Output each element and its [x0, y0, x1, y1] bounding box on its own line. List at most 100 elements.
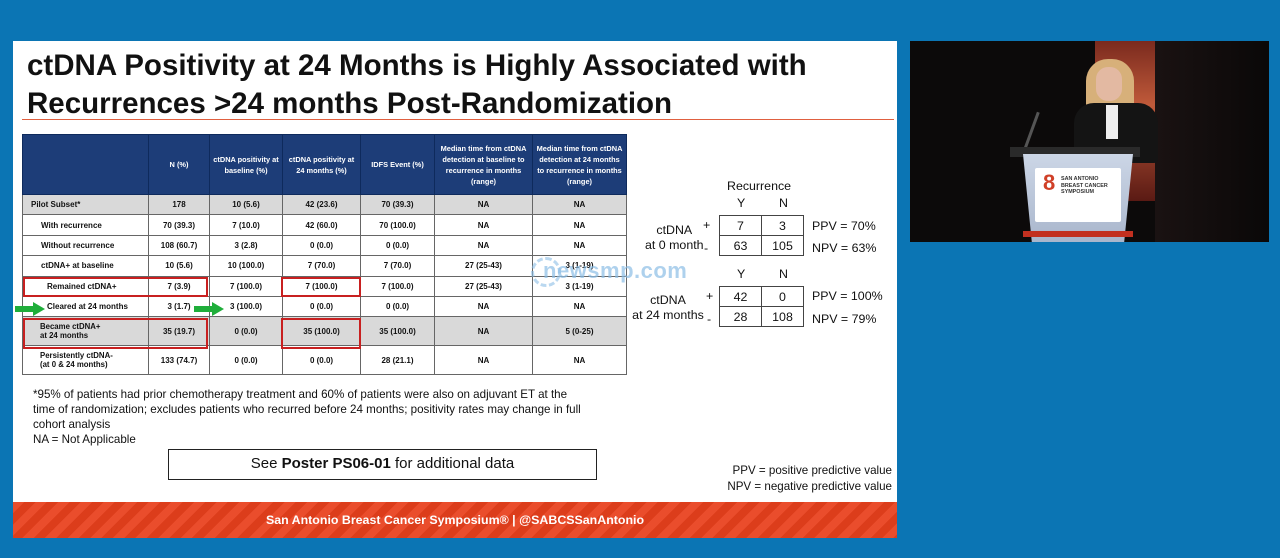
table-row: Became ctDNA+ at 24 months 35 (19.7) 0 (… [22, 316, 627, 347]
table-header-row: N (%) ctDNA positivity at baseline (%) c… [22, 134, 627, 195]
table-row: Persistently ctDNA- (at 0 & 24 months) 1… [22, 345, 627, 376]
table-cell: 0 (0.0) [282, 295, 361, 318]
podium-stripe [1023, 231, 1133, 237]
table-cell: 108 (60.7) [148, 234, 210, 257]
baseline-ppv: PPV = 70% [812, 219, 876, 233]
table-cell: 0 [761, 286, 804, 307]
row-label: Remained ctDNA+ [22, 275, 149, 297]
table-cell: NA [434, 193, 533, 216]
watermark-text: newsmp.com [543, 258, 688, 283]
table-cell: NA [434, 234, 533, 257]
slide-title-line-2: Recurrences >24 months Post-Randomizatio… [27, 87, 673, 120]
row-label: Persistently ctDNA- (at 0 & 24 months) [22, 345, 149, 376]
row-label: Became ctDNA+ at 24 months [22, 316, 149, 347]
table-header-cell: IDFS Event (%) [360, 134, 435, 195]
row-label-line: Became ctDNA+ [40, 322, 101, 332]
table-cell: 35 (19.7) [148, 316, 210, 347]
table-row: Cleared at 24 months 3 (1.7) 3 (100.0) 0… [22, 295, 627, 318]
table-cell: 0 (0.0) [209, 345, 283, 376]
table-cell: NA [434, 345, 533, 376]
m24-npv: NPV = 79% [812, 312, 877, 326]
table-cell: 63 [719, 235, 762, 256]
results-table: N (%) ctDNA positivity at baseline (%) c… [22, 134, 627, 376]
table-cell: 42 [719, 286, 762, 307]
table-cell: NA [434, 316, 533, 347]
abbreviation-legend: PPV = positive predictive value NPV = ne… [727, 463, 892, 495]
poster-id: Poster PS06-01 [281, 455, 391, 472]
table-cell: 7 (100.0) [360, 275, 435, 297]
title-divider [22, 119, 894, 120]
table-row: 7 3 [719, 215, 804, 236]
slide-title: ctDNA Positivity at 24 Months is Highly … [27, 47, 887, 123]
table-cell: 10 (5.6) [209, 193, 283, 216]
footnote-line: NA = Not Applicable [33, 433, 136, 446]
npv-definition: NPV = negative predictive value [727, 480, 892, 493]
table-cell: NA [532, 234, 627, 257]
baseline-contingency-table: 7 3 63 105 [719, 215, 804, 256]
podium-top [1010, 147, 1140, 157]
table-cell: 7 (70.0) [360, 255, 435, 277]
row-label-line: (at 0 & 24 months) [40, 360, 108, 370]
speaker-face [1096, 67, 1122, 101]
poster-callout: See Poster PS06-01 for additional data [168, 449, 597, 480]
table-cell: 7 [719, 215, 762, 236]
table-row: 42 0 [719, 286, 804, 307]
presentation-slide: ctDNA Positivity at 24 Months is Highly … [13, 41, 897, 538]
row-label: Without recurrence [22, 234, 149, 257]
footnote-line: *95% of patients had prior chemotherapy … [33, 388, 568, 401]
table-cell: 70 (39.3) [360, 193, 435, 216]
table-row: Without recurrence 108 (60.7) 3 (2.8) 0 … [22, 234, 627, 257]
table-cell: 7 (100.0) [282, 275, 361, 297]
table-cell: 42 (60.0) [282, 214, 361, 236]
table-header-cell [22, 134, 149, 195]
podium-logo-number: 8 [1043, 170, 1056, 195]
table-cell: 27 (25-43) [434, 275, 533, 297]
table-cell: NA [434, 214, 533, 236]
speaker-video-inset: 8 SAN ANTONIO BREAST CANCER SYMPOSIUM [910, 41, 1269, 242]
footnote-line: cohort analysis [33, 418, 111, 431]
footer-text: San Antonio Breast Cancer Symposium® | @… [265, 513, 645, 527]
table-row: Pilot Subset* 178 10 (5.6) 42 (23.6) 70 … [22, 193, 627, 216]
table-row: With recurrence 70 (39.3) 7 (10.0) 42 (6… [22, 214, 627, 236]
table-header-cell: ctDNA positivity at baseline (%) [209, 134, 283, 195]
table-cell: 5 (0-25) [532, 316, 627, 347]
podium-logo: 8 SAN ANTONIO BREAST CANCER SYMPOSIUM [1035, 168, 1121, 222]
table-cell: 108 [761, 306, 804, 327]
table-cell: 10 (5.6) [148, 255, 210, 277]
table-cell: 42 (23.6) [282, 193, 361, 216]
conference-footer: San Antonio Breast Cancer Symposium® | @… [13, 502, 897, 538]
table-cell: 28 [719, 306, 762, 327]
table-cell: 70 (100.0) [360, 214, 435, 236]
table-cell: 133 (74.7) [148, 345, 210, 376]
table-cell: 0 (0.0) [360, 295, 435, 318]
table-header-cell: Median time from ctDNA detection at base… [434, 134, 533, 195]
table-cell: 0 (0.0) [282, 234, 361, 257]
table-cell: 35 (100.0) [282, 316, 361, 347]
green-arrow-icon [15, 302, 45, 316]
table-cell: NA [532, 193, 627, 216]
table-cell: NA [532, 214, 627, 236]
ppv-definition: PPV = positive predictive value [732, 464, 893, 477]
table-cell: 105 [761, 235, 804, 256]
m24-label-line: at 24 months [632, 308, 704, 322]
footnote: *95% of patients had prior chemotherapy … [33, 387, 623, 447]
m24-contingency-table: 42 0 28 108 [719, 286, 804, 327]
column-y-label: Y [737, 267, 746, 281]
baseline-row-label: ctDNA at 0 month [645, 223, 704, 253]
table-cell: 28 (21.1) [360, 345, 435, 376]
baseline-minus: - [704, 241, 709, 255]
table-cell: 3 (2.8) [209, 234, 283, 257]
table-cell: NA [532, 295, 627, 318]
table-cell: 7 (70.0) [282, 255, 361, 277]
table-cell: 0 (0.0) [360, 234, 435, 257]
green-arrow-icon [194, 302, 224, 316]
baseline-plus: + [703, 218, 711, 232]
table-cell: 27 (25-43) [434, 255, 533, 277]
baseline-label-line: at 0 month [645, 238, 704, 252]
podium-logo-text: SAN ANTONIO BREAST CANCER SYMPOSIUM [1061, 176, 1108, 195]
baseline-label-line: ctDNA [656, 223, 693, 237]
table-cell: 7 (100.0) [209, 275, 283, 297]
microphone-icon [1023, 111, 1040, 151]
row-label: Pilot Subset* [22, 193, 149, 216]
table-row: 28 108 [719, 306, 804, 327]
